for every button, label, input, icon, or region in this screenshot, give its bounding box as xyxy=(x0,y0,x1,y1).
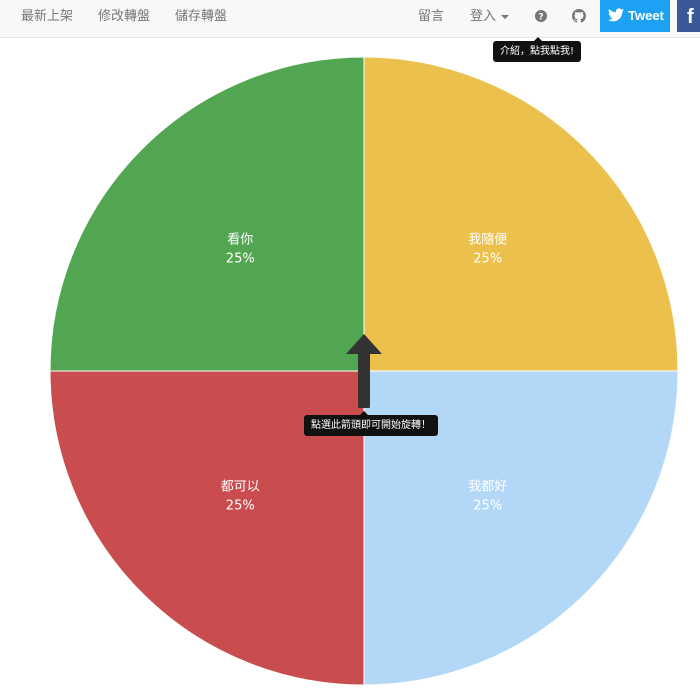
nav-save-wheel[interactable]: 儲存轉盤 xyxy=(175,9,228,24)
intro-tooltip: 介紹，點我點我! xyxy=(493,37,582,62)
nav-login-label: 登入 xyxy=(470,9,497,24)
slice-percent-label: 25% xyxy=(226,251,255,266)
facebook-share-button[interactable]: f xyxy=(677,0,700,32)
wheel-slice[interactable] xyxy=(49,56,365,372)
wheel-slice[interactable] xyxy=(49,370,365,686)
caret-down-icon xyxy=(501,14,510,19)
wheel-slice[interactable] xyxy=(363,370,679,686)
question-circle-icon[interactable]: ? xyxy=(534,9,548,23)
nav-latest[interactable]: 最新上架 xyxy=(21,9,74,24)
tweet-button[interactable]: Tweet xyxy=(600,0,670,32)
github-icon[interactable] xyxy=(572,9,586,23)
spin-arrow-icon[interactable] xyxy=(346,334,382,408)
navbar: 最新上架 修改轉盤 儲存轉盤 留言 登入 ? Tweet f xyxy=(0,0,700,38)
slice-percent-label: 25% xyxy=(473,251,502,266)
slice-percent-label: 25% xyxy=(473,499,502,514)
wheel-slices[interactable] xyxy=(49,56,679,686)
nav-message[interactable]: 留言 xyxy=(418,9,445,24)
slice-percent-label: 25% xyxy=(226,499,255,514)
facebook-icon: f xyxy=(687,6,694,28)
twitter-bird-icon xyxy=(608,8,624,22)
tweet-label: Tweet xyxy=(628,8,664,23)
slice-name-label: 都可以 xyxy=(221,480,260,495)
spin-hint-tooltip: 點選此箭頭即可開始旋轉！ xyxy=(304,411,438,436)
svg-text:?: ? xyxy=(538,13,543,23)
nav-login-dropdown[interactable]: 登入 xyxy=(470,0,510,36)
slice-name-label: 我隨便 xyxy=(468,232,507,247)
wheel-slice[interactable] xyxy=(363,56,679,372)
wheel-labels: 我隨便 25% 我都好 25% 都可以 25% 看你 25% xyxy=(221,231,508,513)
slice-name-label: 我都好 xyxy=(468,480,507,495)
slice-name-label: 看你 xyxy=(227,231,253,247)
nav-edit-wheel[interactable]: 修改轉盤 xyxy=(98,9,151,24)
